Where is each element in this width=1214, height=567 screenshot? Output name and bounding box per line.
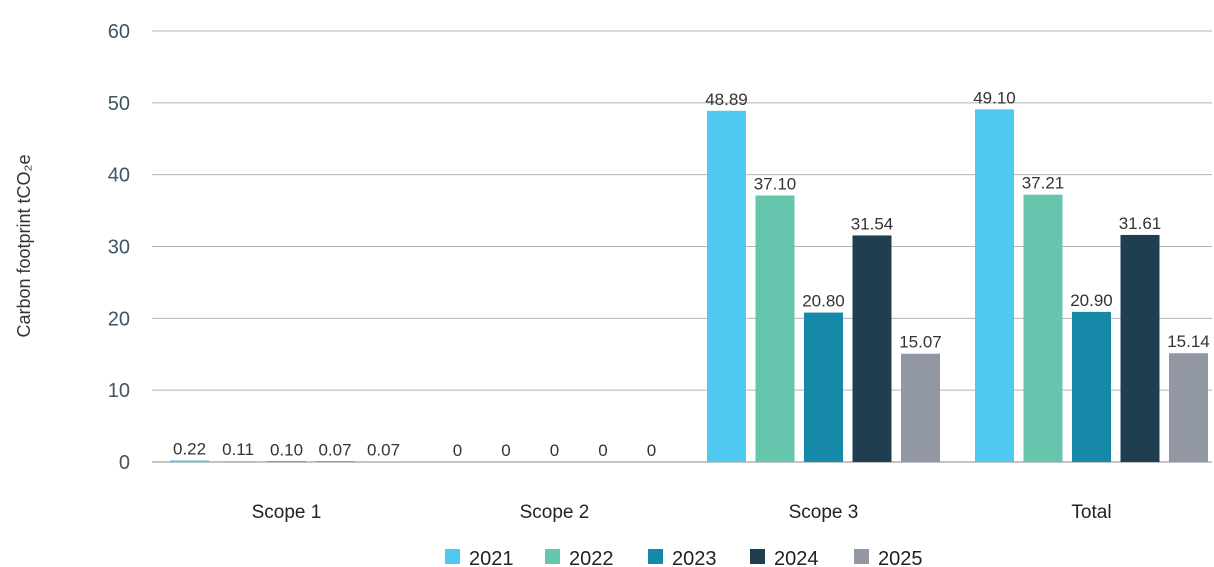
bar-2023-scope-1 [267, 461, 306, 462]
legend-label: 2021 [469, 548, 514, 567]
legend-swatch [854, 549, 869, 564]
bar-2023-scope-3 [804, 312, 843, 462]
data-label: 37.10 [754, 174, 797, 193]
y-tick-label: 50 [108, 93, 130, 115]
bar-2021-scope-3 [707, 110, 746, 463]
data-label: 20.80 [802, 292, 845, 311]
data-label: 49.10 [973, 88, 1016, 107]
legend-label: 2022 [569, 548, 614, 567]
y-axis-label: Carbon footprint tCO₂e [14, 154, 34, 337]
bar-2025-scope-3 [901, 353, 940, 462]
bar-2021-total [975, 109, 1014, 462]
legend-label: 2023 [672, 548, 717, 567]
x-category-label: Scope 3 [789, 502, 859, 523]
bar-2024-total [1120, 234, 1160, 462]
data-label: 0 [453, 441, 462, 460]
data-label: 37.21 [1022, 174, 1065, 193]
legend-swatch [750, 549, 765, 564]
x-category-label: Total [1071, 502, 1111, 523]
y-tick-label: 10 [108, 380, 130, 402]
data-label: 0.22 [173, 439, 206, 458]
legend-swatch [648, 549, 663, 564]
data-label: 15.14 [1167, 332, 1210, 351]
data-label: 0 [501, 441, 510, 460]
bar-2024-scope-3 [852, 235, 892, 462]
data-label: 31.61 [1119, 214, 1162, 233]
data-label: 0.07 [367, 440, 400, 459]
y-tick-label: 0 [119, 452, 130, 474]
data-label: 0.11 [222, 440, 254, 459]
legend-item-2025: 2025 [854, 548, 923, 567]
legend-label: 2025 [878, 548, 923, 567]
legend: 2021 2022 2023 2024 2025 [445, 548, 923, 567]
legend-item-2021: 2021 [445, 548, 514, 567]
bar-2024-scope-1 [315, 461, 355, 462]
y-tick-label: 60 [108, 21, 130, 43]
x-axis-categories: Scope 1 Scope 2 Scope 3 Total [252, 502, 1112, 523]
legend-swatch [545, 549, 560, 564]
bar-2022-total [1023, 194, 1063, 462]
x-category-label: Scope 2 [520, 502, 590, 523]
y-tick-label: 20 [108, 308, 130, 330]
bar-2021-scope-1 [170, 460, 209, 462]
y-tick-label: 40 [108, 165, 130, 187]
bars [170, 109, 1208, 463]
legend-item-2024: 2024 [750, 548, 819, 567]
data-label: 15.07 [899, 333, 942, 352]
data-label: 0.10 [270, 440, 303, 459]
bar-2025-total [1169, 353, 1208, 462]
gridlines [152, 30, 1212, 463]
y-tick-label: 30 [108, 237, 130, 259]
data-label: 0 [550, 441, 559, 460]
data-label: 0.07 [318, 440, 351, 459]
data-label: 31.54 [851, 214, 894, 233]
bar-2022-scope-1 [218, 461, 258, 462]
data-labels: 0.22 0.11 0.10 0.07 0.07 0 0 0 0 0 48.89 37.10 20.80… [173, 88, 1210, 460]
bar-2023-total [1072, 311, 1111, 462]
bar-2022-scope-3 [755, 195, 795, 462]
bar-2025-scope-1 [364, 461, 403, 462]
legend-item-2023: 2023 [648, 548, 717, 567]
data-label: 0 [647, 441, 656, 460]
legend-label: 2024 [774, 548, 819, 567]
x-category-label: Scope 1 [252, 502, 322, 523]
legend-swatch [445, 549, 460, 564]
data-label: 0 [598, 441, 607, 460]
y-axis-ticks: 0 10 20 30 40 50 60 [108, 21, 130, 474]
legend-item-2022: 2022 [545, 548, 614, 567]
data-label: 48.89 [705, 90, 748, 109]
data-label: 20.90 [1070, 291, 1113, 310]
